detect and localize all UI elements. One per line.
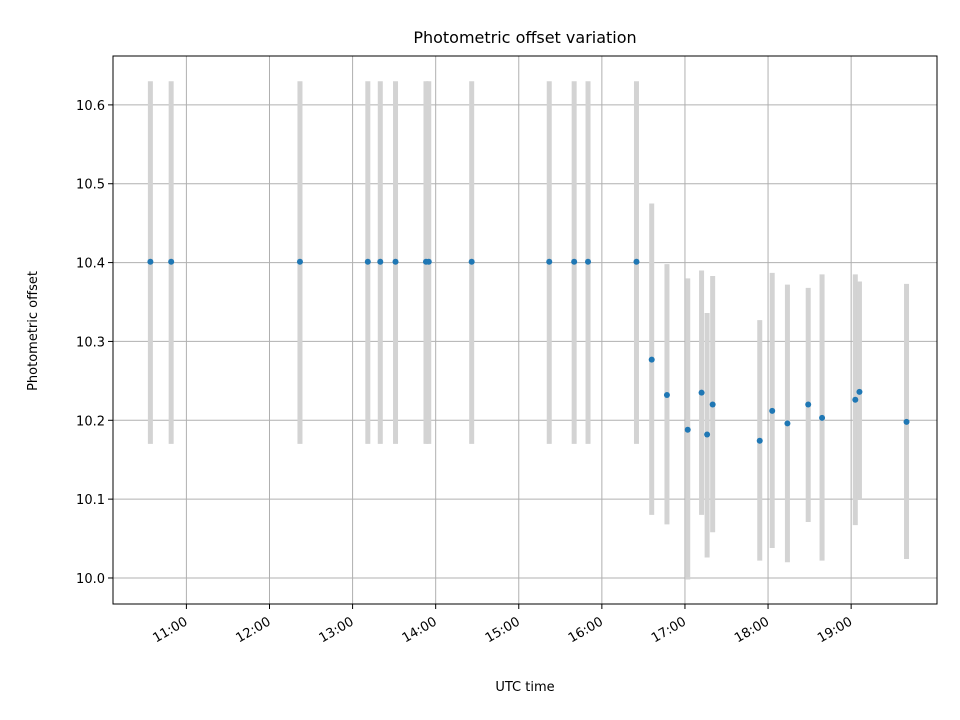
data-point (819, 414, 826, 421)
data-point (147, 258, 154, 265)
y-tick-label: 10.4 (76, 257, 105, 272)
y-tick-label: 10.3 (76, 335, 105, 350)
data-point (296, 258, 303, 265)
data-point (856, 388, 863, 395)
data-point (852, 396, 859, 403)
data-point (468, 258, 475, 265)
data-point (784, 420, 791, 427)
y-tick-label: 10.5 (76, 178, 105, 193)
plot-frame (112, 55, 938, 605)
data-point (364, 258, 371, 265)
data-point (704, 431, 711, 438)
data-point (684, 426, 691, 433)
data-point (756, 437, 763, 444)
data-point (168, 258, 175, 265)
data-point (805, 401, 812, 408)
data-points (147, 258, 910, 444)
data-point (663, 392, 670, 399)
data-point (425, 258, 432, 265)
data-point (571, 258, 578, 265)
y-tick-label: 10.2 (76, 414, 105, 429)
y-tick-label: 10.0 (76, 572, 105, 587)
data-point (377, 258, 384, 265)
chart-title: Photometric offset variation (413, 28, 636, 47)
data-point (709, 401, 716, 408)
y-tick-label: 10.6 (76, 99, 105, 114)
data-point (633, 258, 640, 265)
data-point (698, 389, 705, 396)
y-axis-ticks: 10.0 10.1 10.2 10.3 10.4 10.5 10.6 (76, 99, 113, 587)
data-point (648, 356, 655, 363)
y-tick-label: 10.1 (76, 493, 105, 508)
grid (113, 56, 937, 604)
data-point (585, 258, 592, 265)
data-point (769, 407, 776, 414)
y-axis-label: Photometric offset (26, 271, 41, 391)
data-point (392, 258, 399, 265)
x-axis-label: UTC time (495, 680, 554, 695)
data-point (546, 258, 553, 265)
data-point (903, 418, 910, 425)
